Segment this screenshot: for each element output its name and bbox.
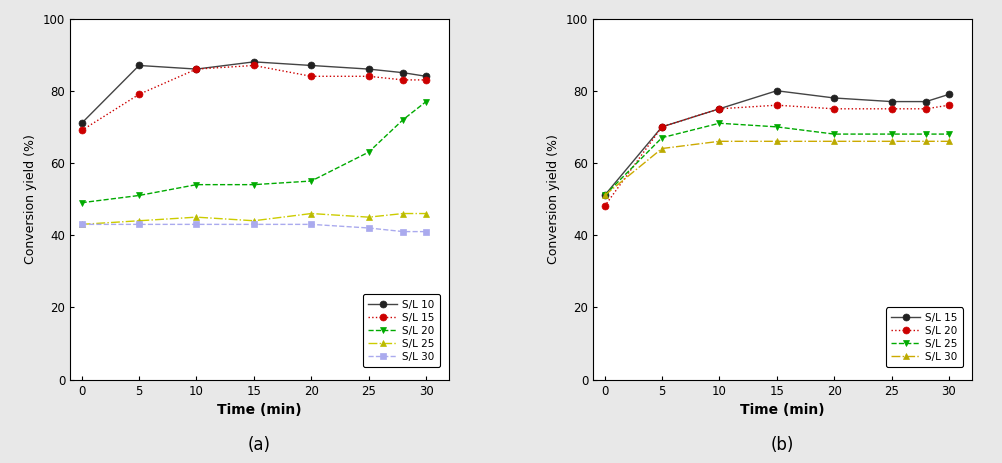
- Line: S/L 10: S/L 10: [78, 58, 430, 127]
- Line: S/L 15: S/L 15: [78, 62, 430, 134]
- Line: S/L 15: S/L 15: [601, 88, 953, 199]
- S/L 15: [943, 92, 955, 97]
- S/L 20: [920, 106, 932, 112]
- S/L 10: [133, 63, 145, 68]
- S/L 25: [397, 211, 409, 216]
- S/L 25: [920, 131, 932, 137]
- S/L 30: [828, 138, 840, 144]
- S/L 15: [190, 66, 202, 72]
- S/L 25: [886, 131, 898, 137]
- S/L 25: [306, 211, 318, 216]
- S/L 15: [771, 88, 783, 94]
- S/L 30: [397, 229, 409, 234]
- S/L 25: [598, 193, 610, 198]
- S/L 20: [306, 178, 318, 184]
- S/L 30: [420, 229, 432, 234]
- X-axis label: Time (min): Time (min): [740, 403, 825, 417]
- Legend: S/L 15, S/L 20, S/L 25, S/L 30: S/L 15, S/L 20, S/L 25, S/L 30: [886, 307, 963, 367]
- X-axis label: Time (min): Time (min): [217, 403, 302, 417]
- S/L 25: [713, 120, 725, 126]
- Y-axis label: Conversion yield (%): Conversion yield (%): [547, 134, 560, 264]
- S/L 30: [771, 138, 783, 144]
- S/L 30: [713, 138, 725, 144]
- S/L 10: [363, 66, 375, 72]
- S/L 20: [190, 182, 202, 188]
- S/L 15: [363, 74, 375, 79]
- S/L 15: [247, 63, 260, 68]
- S/L 30: [133, 222, 145, 227]
- S/L 10: [420, 74, 432, 79]
- S/L 10: [75, 120, 87, 126]
- S/L 10: [247, 59, 260, 65]
- S/L 20: [828, 106, 840, 112]
- S/L 30: [190, 222, 202, 227]
- Line: S/L 30: S/L 30: [601, 138, 953, 199]
- S/L 30: [656, 146, 668, 151]
- S/L 10: [397, 70, 409, 75]
- S/L 15: [828, 95, 840, 101]
- Line: S/L 30: S/L 30: [78, 221, 430, 235]
- S/L 15: [598, 193, 610, 198]
- Legend: S/L 10, S/L 15, S/L 20, S/L 25, S/L 30: S/L 10, S/L 15, S/L 20, S/L 25, S/L 30: [363, 294, 440, 367]
- S/L 25: [771, 124, 783, 130]
- S/L 15: [713, 106, 725, 112]
- Line: S/L 20: S/L 20: [78, 98, 430, 206]
- Line: S/L 25: S/L 25: [601, 120, 953, 199]
- S/L 15: [133, 92, 145, 97]
- Y-axis label: Conversion yield (%): Conversion yield (%): [24, 134, 37, 264]
- S/L 20: [397, 117, 409, 122]
- S/L 30: [943, 138, 955, 144]
- S/L 30: [75, 222, 87, 227]
- S/L 25: [247, 218, 260, 224]
- S/L 20: [75, 200, 87, 206]
- S/L 15: [420, 77, 432, 83]
- S/L 20: [713, 106, 725, 112]
- S/L 25: [75, 222, 87, 227]
- S/L 20: [771, 102, 783, 108]
- S/L 25: [656, 135, 668, 140]
- S/L 30: [363, 225, 375, 231]
- Line: S/L 25: S/L 25: [78, 210, 430, 228]
- S/L 25: [828, 131, 840, 137]
- Line: S/L 20: S/L 20: [601, 102, 953, 210]
- S/L 15: [656, 124, 668, 130]
- S/L 10: [190, 66, 202, 72]
- S/L 25: [363, 214, 375, 220]
- S/L 20: [943, 102, 955, 108]
- S/L 15: [75, 128, 87, 133]
- S/L 25: [133, 218, 145, 224]
- S/L 20: [363, 150, 375, 155]
- S/L 30: [306, 222, 318, 227]
- S/L 25: [420, 211, 432, 216]
- S/L 10: [306, 63, 318, 68]
- S/L 20: [420, 99, 432, 104]
- S/L 30: [598, 193, 610, 198]
- S/L 25: [190, 214, 202, 220]
- S/L 20: [133, 193, 145, 198]
- S/L 20: [886, 106, 898, 112]
- Text: (a): (a): [248, 436, 272, 454]
- S/L 15: [397, 77, 409, 83]
- S/L 30: [247, 222, 260, 227]
- S/L 20: [247, 182, 260, 188]
- S/L 25: [943, 131, 955, 137]
- S/L 20: [598, 204, 610, 209]
- S/L 20: [656, 124, 668, 130]
- S/L 30: [920, 138, 932, 144]
- S/L 15: [886, 99, 898, 104]
- S/L 15: [920, 99, 932, 104]
- Text: (b): (b): [771, 436, 795, 454]
- S/L 30: [886, 138, 898, 144]
- S/L 15: [306, 74, 318, 79]
